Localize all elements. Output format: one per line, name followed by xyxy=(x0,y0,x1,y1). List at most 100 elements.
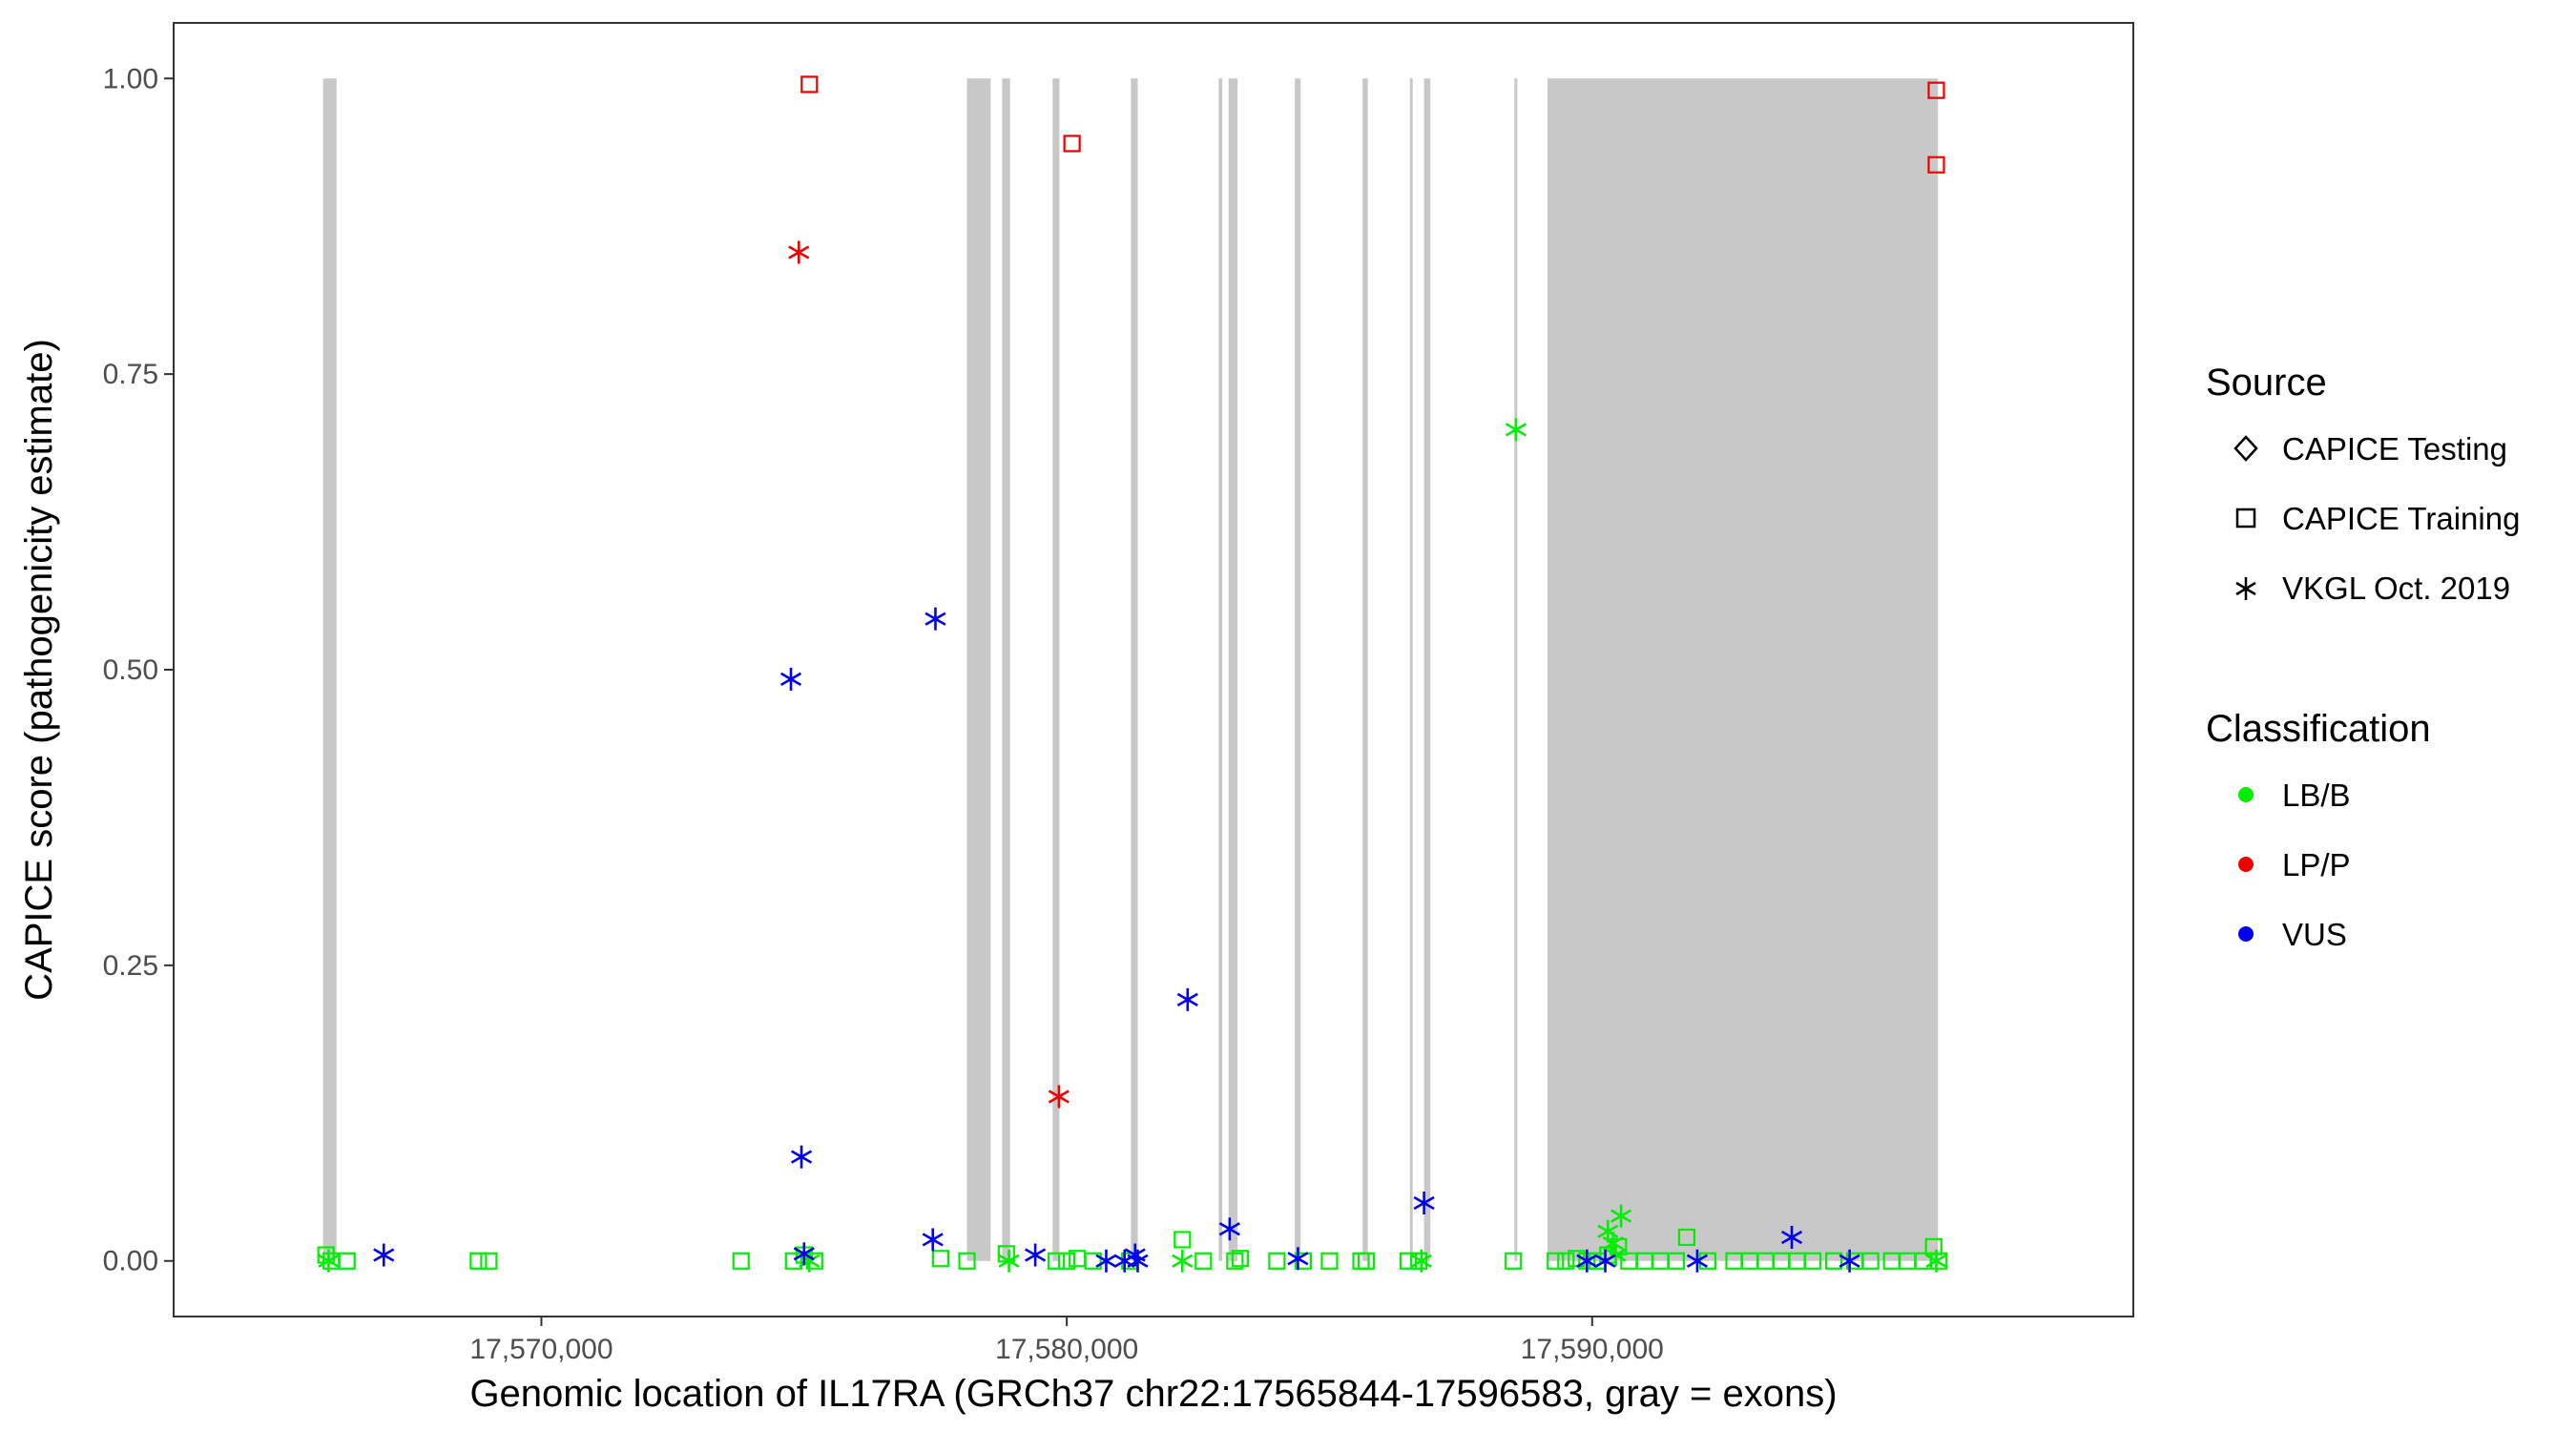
point-square xyxy=(1357,1252,1376,1270)
point-square xyxy=(1547,1252,1565,1270)
point-square xyxy=(338,1252,356,1270)
point-square xyxy=(800,75,819,93)
legend-classification-item: LB/B xyxy=(2282,778,2351,813)
legend-classification: Classification LB/B LP/P VUS xyxy=(2206,708,2431,952)
point-square xyxy=(1399,1252,1418,1270)
point-square xyxy=(1195,1252,1213,1270)
exon-band xyxy=(1218,78,1223,1261)
exon-band xyxy=(1228,78,1238,1261)
exon-band xyxy=(1131,78,1138,1261)
point-asterisk xyxy=(1127,1249,1149,1273)
legend-diamond-icon xyxy=(2233,435,2258,462)
point-square xyxy=(1084,1252,1102,1270)
point-square xyxy=(1927,156,1945,174)
point-square xyxy=(1557,1252,1575,1270)
point-asterisk xyxy=(791,1145,813,1169)
legend-classification-title: Classification xyxy=(2206,708,2431,750)
point-asterisk xyxy=(1025,1243,1047,1267)
point-square xyxy=(1930,1252,1948,1270)
x-axis: 17,570,000 17,580,000 17,590,000 xyxy=(469,1317,1664,1365)
y-tick-label: 1.00 xyxy=(103,63,158,94)
point-square xyxy=(1667,1252,1686,1270)
y-axis-title: CAPICE score (pathogenicity estimate) xyxy=(18,339,60,1001)
y-tick-label: 0.25 xyxy=(103,950,158,982)
point-asterisk xyxy=(1413,1192,1435,1215)
y-tick-label: 0.75 xyxy=(103,359,158,390)
x-tick-label: 17,590,000 xyxy=(1521,1334,1664,1365)
point-square xyxy=(1268,1252,1286,1270)
legend-source-item: CAPICE Testing xyxy=(2282,431,2507,467)
point-square xyxy=(1825,1252,1843,1270)
y-tick-label: 0.00 xyxy=(103,1246,158,1277)
point-square xyxy=(480,1252,498,1270)
point-asterisk xyxy=(1610,1204,1632,1228)
point-asterisk xyxy=(788,240,810,264)
exon-band xyxy=(1362,78,1368,1261)
point-asterisk xyxy=(998,1249,1020,1273)
point-asterisk xyxy=(1839,1249,1860,1273)
legend-source-item: VKGL Oct. 2019 xyxy=(2282,570,2510,606)
exon-band xyxy=(1514,78,1518,1261)
point-square xyxy=(958,1252,976,1270)
point-square xyxy=(1231,1250,1249,1268)
point-square xyxy=(784,1252,802,1270)
point-asterisk xyxy=(1172,1249,1194,1273)
point-square xyxy=(1174,1231,1192,1249)
point-asterisk xyxy=(318,1249,340,1273)
point-square xyxy=(931,1250,950,1268)
exon-band xyxy=(322,78,337,1261)
legend-source-title: Source xyxy=(2206,362,2327,404)
point-square xyxy=(1927,81,1945,99)
legend-vus-dot-icon xyxy=(2238,926,2254,942)
x-axis-title: Genomic location of IL17RA (GRCh37 chr22… xyxy=(469,1373,1837,1415)
point-square xyxy=(469,1252,488,1270)
legend-source-item: CAPICE Training xyxy=(2282,501,2520,536)
point-square xyxy=(1058,1252,1076,1270)
point-asterisk xyxy=(1576,1249,1598,1273)
exon-band xyxy=(1295,78,1301,1261)
point-square xyxy=(1226,1252,1244,1270)
point-asterisk xyxy=(1686,1249,1708,1273)
point-asterisk xyxy=(1505,418,1527,442)
exon-band xyxy=(1052,78,1060,1261)
point-asterisk xyxy=(1925,1249,1947,1273)
legend-lpp-dot-icon xyxy=(2238,857,2254,872)
point-asterisk xyxy=(1602,1232,1624,1255)
exon-bands xyxy=(322,78,1939,1261)
point-square xyxy=(1063,135,1081,153)
point-square xyxy=(1409,1252,1428,1270)
point-square xyxy=(1698,1252,1717,1270)
point-square xyxy=(1861,1252,1880,1270)
point-square xyxy=(1803,1252,1822,1270)
point-square xyxy=(1677,1228,1696,1247)
point-asterisk xyxy=(1410,1249,1432,1273)
point-asterisk xyxy=(1218,1217,1240,1241)
point-asterisk xyxy=(924,607,946,631)
exon-band xyxy=(1423,78,1431,1261)
legend-lbb-dot-icon xyxy=(2238,787,2254,802)
exon-band xyxy=(1002,78,1010,1261)
point-asterisk xyxy=(1594,1249,1616,1273)
exon-band xyxy=(966,78,991,1261)
legend-classification-item: VUS xyxy=(2282,917,2347,952)
point-square xyxy=(1048,1252,1066,1270)
legend-asterisk-icon xyxy=(2235,577,2256,600)
exon-band xyxy=(1409,78,1413,1261)
point-asterisk xyxy=(1176,987,1198,1011)
point-asterisk xyxy=(1095,1249,1117,1273)
legend-square-icon xyxy=(2235,508,2256,529)
y-tick-label: 0.50 xyxy=(103,654,158,686)
y-axis: 0.00 0.25 0.50 0.75 1.00 xyxy=(103,63,174,1277)
point-square xyxy=(1320,1252,1339,1270)
point-asterisk xyxy=(1048,1085,1070,1109)
point-asterisk xyxy=(373,1243,395,1267)
point-asterisk xyxy=(779,667,802,691)
legend-classification-item: LP/P xyxy=(2282,847,2351,882)
legend-source: Source CAPICE Testing CAPICE Training VK… xyxy=(2206,362,2520,606)
exon-band xyxy=(1548,78,1939,1261)
data-points xyxy=(317,75,1948,1273)
point-asterisk xyxy=(922,1228,944,1252)
x-tick-label: 17,570,000 xyxy=(469,1334,613,1365)
point-asterisk xyxy=(1781,1225,1803,1249)
